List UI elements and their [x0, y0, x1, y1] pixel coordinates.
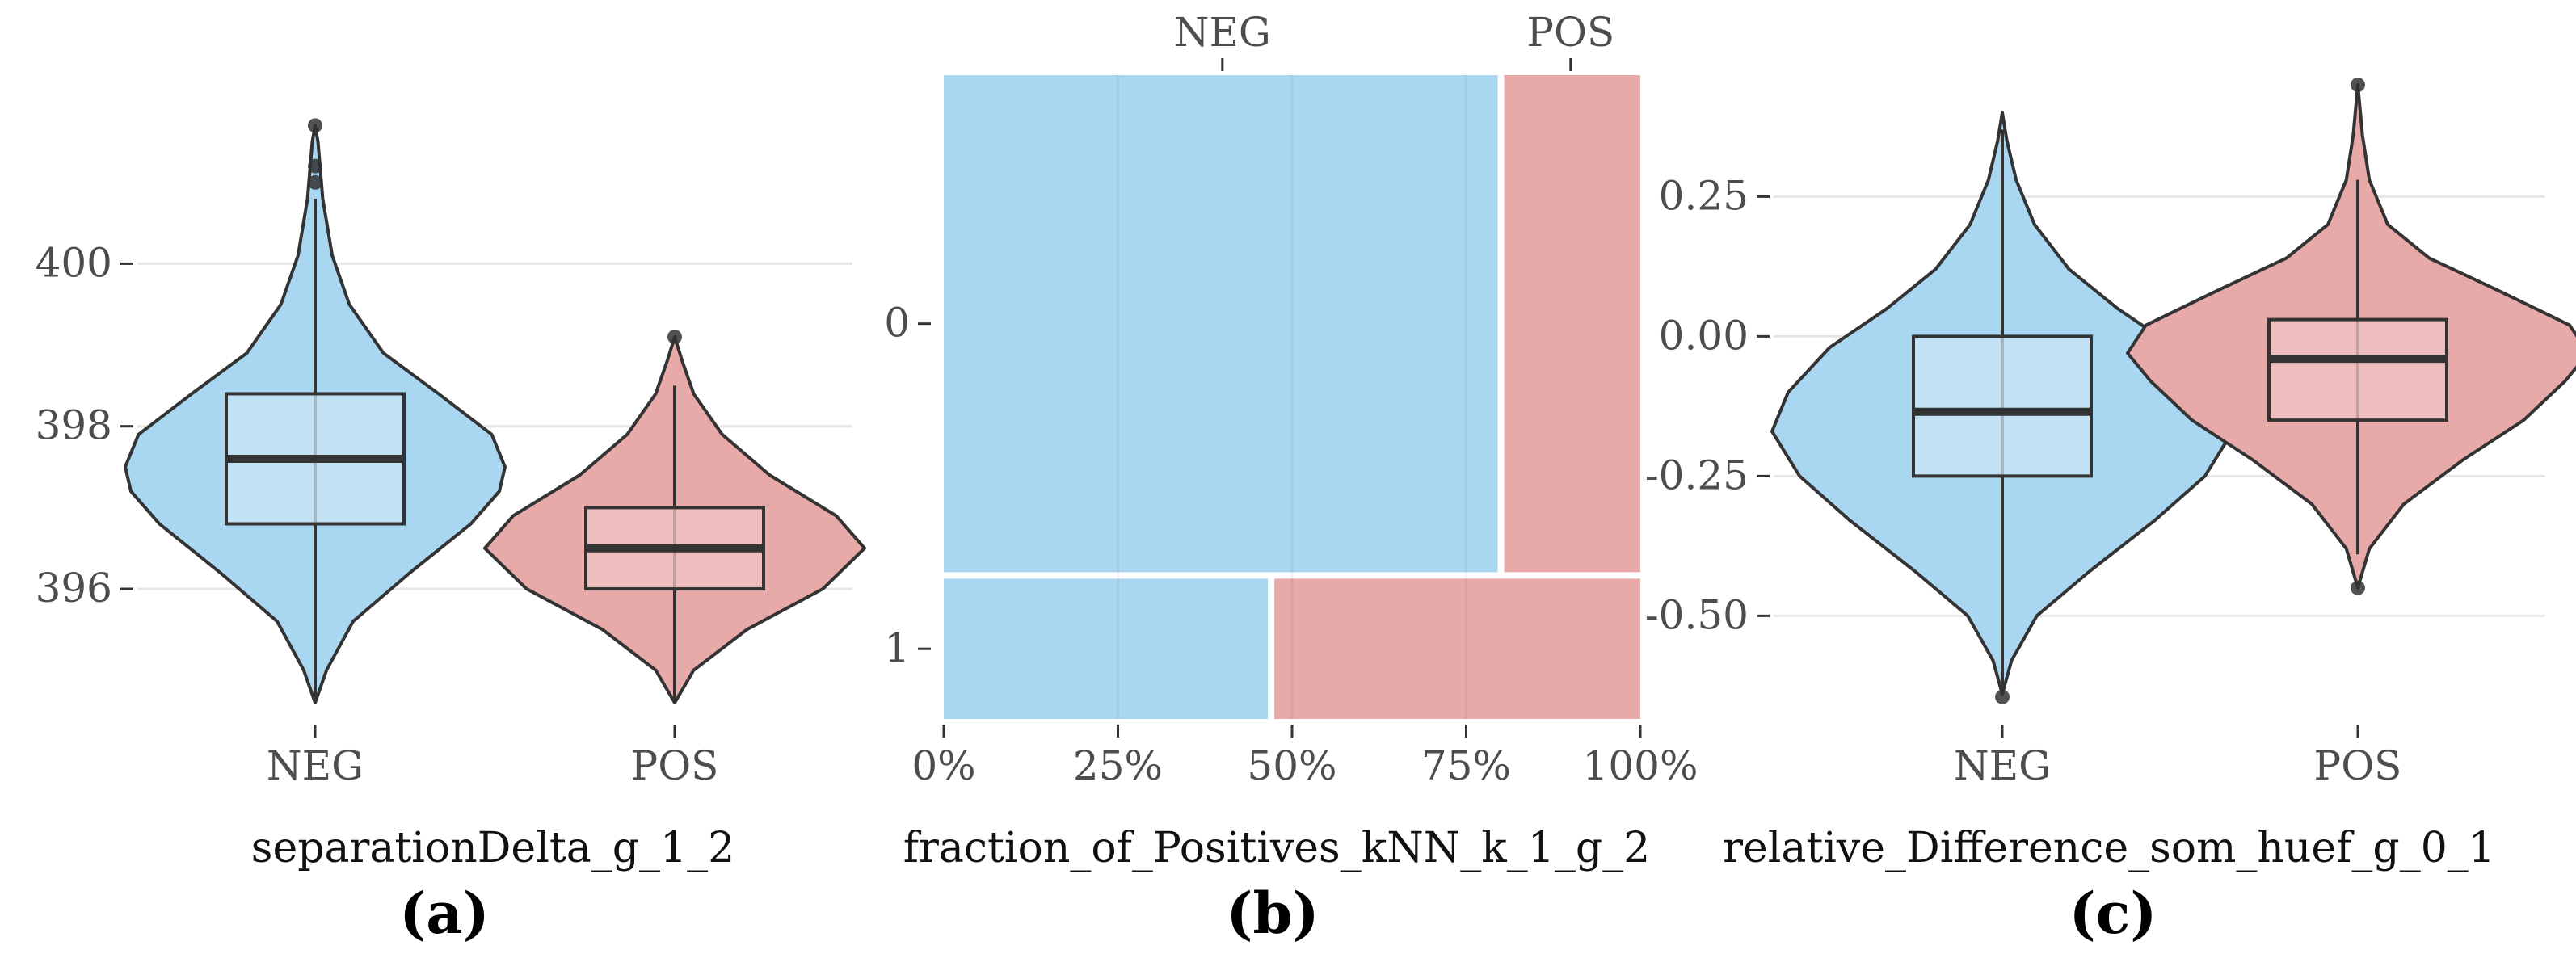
- mosaic-tile-pos-row-1: [1274, 578, 1640, 719]
- outlier-point: [2351, 580, 2365, 595]
- panel-c-y-tick-label: -0.25: [1645, 452, 1749, 498]
- panel-c-y-tick-label: 0.00: [1659, 312, 1749, 359]
- panel-c-y-tick-label: 0.25: [1659, 172, 1749, 219]
- panel-a-y-tick-label: 396: [36, 565, 112, 611]
- panel-c-violin-chart: -0.50 -0.25 0.00 0.25 NEG POS: [1645, 78, 2576, 789]
- panel-label-c: (c): [2069, 880, 2157, 947]
- panel-b-top-label: NEG: [1174, 9, 1271, 56]
- panel-a-y-tick-label: 398: [36, 402, 112, 449]
- panel-c-y-tick-label: -0.50: [1645, 591, 1749, 638]
- panel-b-top-label: POS: [1526, 9, 1614, 56]
- panel-b-x-tick-label: 50%: [1247, 742, 1336, 789]
- mosaic-tile-pos-row-0: [1504, 75, 1640, 573]
- panel-b-y-tick-label: 1: [884, 624, 910, 671]
- panel-label-b: (b): [1226, 880, 1319, 947]
- panel-b-x-tick-label: 75%: [1421, 742, 1511, 789]
- outlier-point: [2351, 78, 2365, 92]
- outlier-point: [667, 330, 682, 345]
- panel-c-x-tick-label: POS: [2314, 742, 2402, 789]
- panel-b-x-tick-label: 100%: [1583, 742, 1698, 789]
- panel-a-violin-chart: 396 398 400 NEG POS: [36, 118, 866, 789]
- panel-a-x-tick-label: POS: [631, 742, 719, 789]
- panel-b-x-tick-label: 25%: [1073, 742, 1163, 789]
- panel-b-xlabel: fraction_of_Positives_kNN_k_1_g_2: [903, 824, 1650, 872]
- box-pos: [2267, 317, 2448, 422]
- box-neg: [1912, 334, 2093, 478]
- panel-b-y-tick-label: 0: [884, 300, 910, 347]
- panel-a-y-tick-label: 400: [36, 239, 112, 286]
- panel-b-x-tick-label: 0%: [911, 742, 975, 789]
- panel-label-a: (a): [399, 880, 490, 947]
- outlier-point: [308, 174, 322, 190]
- mosaic-tile-neg-row-0: [944, 75, 1498, 573]
- panel-a-x-tick-label: NEG: [267, 742, 364, 789]
- panel-c-xlabel: relative_Difference_som_huef_g_0_1: [1723, 824, 2495, 872]
- outlier-point: [308, 118, 322, 133]
- panel-b-mosaic-chart: 0 1 0% 25% 50% 75% 100% NEG POS: [884, 9, 1698, 789]
- outlier-point: [1995, 689, 2010, 704]
- panel-a-xlabel: separationDelta_g_1_2: [251, 824, 734, 872]
- outlier-point: [308, 158, 322, 174]
- mosaic-tile-neg-row-1: [944, 578, 1269, 719]
- panel-c-x-tick-label: NEG: [1954, 742, 2051, 789]
